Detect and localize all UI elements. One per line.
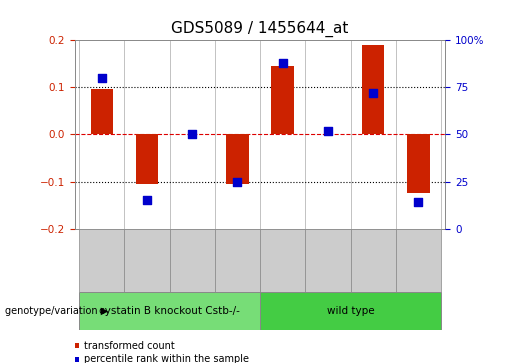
Bar bbox=[79, 229, 125, 292]
Bar bbox=[91, 90, 113, 134]
Text: wild type: wild type bbox=[327, 306, 374, 316]
Point bbox=[233, 179, 242, 184]
Point bbox=[98, 75, 106, 81]
Text: genotype/variation ▶: genotype/variation ▶ bbox=[5, 306, 108, 316]
Text: cystatin B knockout Cstb-/-: cystatin B knockout Cstb-/- bbox=[99, 306, 240, 316]
Bar bbox=[305, 229, 351, 292]
Bar bbox=[396, 229, 441, 292]
Bar bbox=[362, 45, 384, 134]
Point bbox=[188, 131, 196, 137]
Bar bbox=[271, 66, 294, 134]
Bar bbox=[226, 134, 249, 184]
Title: GDS5089 / 1455644_at: GDS5089 / 1455644_at bbox=[171, 21, 349, 37]
Bar bbox=[260, 292, 441, 330]
Bar bbox=[215, 229, 260, 292]
Bar bbox=[79, 292, 260, 330]
Bar bbox=[136, 134, 158, 184]
Point bbox=[324, 128, 332, 134]
Bar bbox=[125, 229, 169, 292]
Bar bbox=[407, 134, 430, 193]
Point bbox=[143, 197, 151, 203]
Text: percentile rank within the sample: percentile rank within the sample bbox=[84, 354, 249, 363]
Bar bbox=[260, 229, 305, 292]
Point bbox=[369, 90, 377, 96]
Text: transformed count: transformed count bbox=[84, 340, 175, 351]
Bar bbox=[351, 229, 396, 292]
Point bbox=[414, 199, 422, 205]
Bar bbox=[169, 229, 215, 292]
Point bbox=[279, 60, 287, 65]
